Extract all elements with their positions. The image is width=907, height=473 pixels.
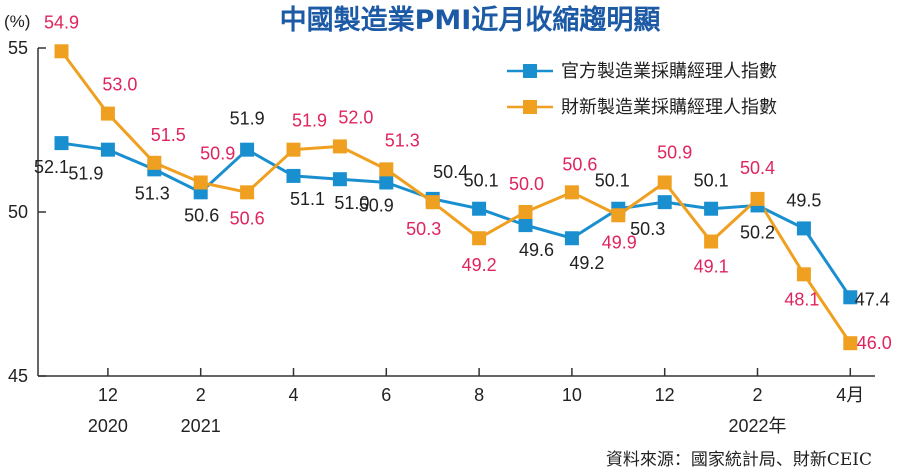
source-note: 資料來源：國家統計局、財新CEIC bbox=[606, 450, 872, 470]
series-line-caixin bbox=[60, 50, 852, 345]
legend-label-official: 官方製造業採購經理人指數 bbox=[561, 61, 777, 82]
axes: 45 50 55 12 2020 2 2021 4 6 8 10 12 2 2022年 4月 bbox=[8, 38, 875, 436]
data-label-caixin: 51.3 bbox=[385, 130, 420, 150]
data-label-official: 49.2 bbox=[569, 253, 604, 273]
data-point-official bbox=[518, 218, 533, 233]
data-point-official bbox=[100, 142, 115, 157]
data-point-official bbox=[379, 175, 394, 190]
data-label-caixin: 52.0 bbox=[338, 107, 373, 127]
y-tick-label: 55 bbox=[8, 38, 28, 58]
data-point-caixin bbox=[379, 162, 394, 177]
legend-marker-official bbox=[523, 64, 537, 78]
legend: 官方製造業採購經理人指數 財新製造業採購經理人指數 bbox=[507, 61, 777, 118]
data-point-caixin bbox=[796, 267, 811, 282]
data-label-caixin: 50.9 bbox=[200, 143, 235, 163]
data-point-official bbox=[564, 231, 579, 246]
legend-item-official: 官方製造業採購經理人指數 bbox=[507, 61, 777, 82]
x-tick-label: 2 bbox=[752, 385, 762, 405]
data-point-caixin bbox=[425, 195, 440, 210]
y-tick-label: 45 bbox=[8, 366, 28, 386]
data-label-official: 49.5 bbox=[786, 190, 821, 210]
data-label-official: 50.1 bbox=[595, 171, 630, 191]
data-point-caixin bbox=[518, 205, 533, 219]
x-tick-label: 6 bbox=[381, 385, 391, 405]
data-point-caixin bbox=[193, 175, 208, 190]
x-tick-label: 2 bbox=[196, 385, 206, 405]
data-label-caixin: 50.6 bbox=[562, 154, 597, 174]
data-point-official bbox=[286, 168, 301, 183]
data-label-caixin: 51.5 bbox=[151, 125, 186, 145]
data-point-official bbox=[843, 290, 858, 305]
data-label-caixin: 50.0 bbox=[509, 174, 544, 194]
x-tick-label: 10 bbox=[562, 385, 582, 405]
data-point-official bbox=[704, 201, 719, 216]
data-label-official: 52.1 bbox=[34, 157, 69, 177]
data-point-caixin bbox=[704, 234, 719, 249]
x-tick-label: 12 bbox=[655, 385, 675, 405]
data-label-caixin: 54.9 bbox=[44, 12, 79, 32]
x-tick-label: 12 bbox=[98, 385, 118, 405]
x-tick-sublabel: 2021 bbox=[181, 416, 221, 436]
data-label-official: 49.6 bbox=[519, 240, 554, 260]
data-label-official: 50.9 bbox=[359, 195, 394, 215]
data-point-official bbox=[332, 172, 347, 187]
data-label-official: 51.3 bbox=[135, 183, 170, 203]
data-label-caixin: 50.4 bbox=[740, 158, 775, 178]
y-axis-unit: (%) bbox=[4, 12, 30, 31]
data-label-caixin: 50.9 bbox=[657, 142, 692, 162]
data-label-caixin: 50.3 bbox=[406, 219, 441, 239]
data-label-official: 51.9 bbox=[230, 109, 265, 129]
data-point-caixin bbox=[286, 142, 301, 157]
data-label-official: 50.1 bbox=[464, 171, 499, 191]
data-label-caixin: 50.6 bbox=[230, 208, 265, 228]
data-point-caixin bbox=[332, 139, 347, 154]
y-tick-label: 50 bbox=[8, 202, 28, 222]
data-point-caixin bbox=[564, 185, 579, 200]
data-label-official: 50.6 bbox=[184, 205, 219, 225]
data-point-caixin bbox=[750, 191, 765, 206]
data-point-caixin bbox=[240, 185, 255, 200]
series-line-official bbox=[61, 141, 852, 299]
data-label-caixin: 49.9 bbox=[602, 232, 637, 252]
data-label-official: 51.9 bbox=[68, 164, 103, 184]
chart-title: 中國製造業PMI近月收縮趨明顯 bbox=[280, 4, 661, 36]
data-label-official: 51.0 bbox=[334, 193, 369, 213]
x-tick-label: 4 bbox=[288, 385, 298, 405]
data-labels: 52.1 51.951.350.651.951.1 51.050.950.450.1… bbox=[34, 12, 892, 353]
series-markers bbox=[54, 44, 858, 351]
data-point-caixin bbox=[100, 106, 115, 121]
data-label-caixin: 49.2 bbox=[462, 255, 497, 275]
x-tick-label: 4月 bbox=[836, 385, 864, 405]
data-point-caixin bbox=[147, 155, 162, 170]
legend-label-caixin: 財新製造業採購經理人指數 bbox=[561, 97, 777, 118]
data-point-official bbox=[657, 195, 672, 210]
data-label-caixin: 53.0 bbox=[102, 75, 137, 95]
data-label-official: 50.2 bbox=[740, 222, 775, 242]
x-tick-label: 8 bbox=[474, 385, 484, 405]
series-lines bbox=[60, 50, 852, 345]
data-label-official: 51.1 bbox=[290, 189, 325, 209]
data-point-official bbox=[54, 136, 69, 151]
data-label-caixin: 49.1 bbox=[694, 257, 729, 277]
data-label-caixin: 48.1 bbox=[784, 289, 819, 309]
data-point-caixin bbox=[843, 336, 858, 351]
x-tick-sublabel: 2020 bbox=[88, 416, 128, 436]
data-point-official bbox=[240, 142, 255, 157]
data-label-official: 47.4 bbox=[855, 289, 890, 309]
x-tick-sublabel: 2022年 bbox=[728, 416, 786, 436]
legend-marker-caixin bbox=[523, 100, 537, 114]
data-point-caixin bbox=[472, 231, 487, 246]
data-label-official: 50.3 bbox=[630, 219, 665, 239]
data-point-caixin bbox=[657, 175, 672, 190]
data-label-official: 50.1 bbox=[694, 171, 729, 191]
data-label-caixin: 51.9 bbox=[292, 111, 327, 131]
legend-item-caixin: 財新製造業採購經理人指數 bbox=[507, 97, 777, 118]
data-point-official bbox=[796, 221, 811, 236]
data-point-caixin bbox=[611, 208, 626, 223]
data-label-caixin: 46.0 bbox=[857, 333, 892, 353]
data-label-official: 50.4 bbox=[433, 162, 468, 182]
data-point-official bbox=[472, 201, 487, 216]
data-point-caixin bbox=[54, 44, 69, 59]
